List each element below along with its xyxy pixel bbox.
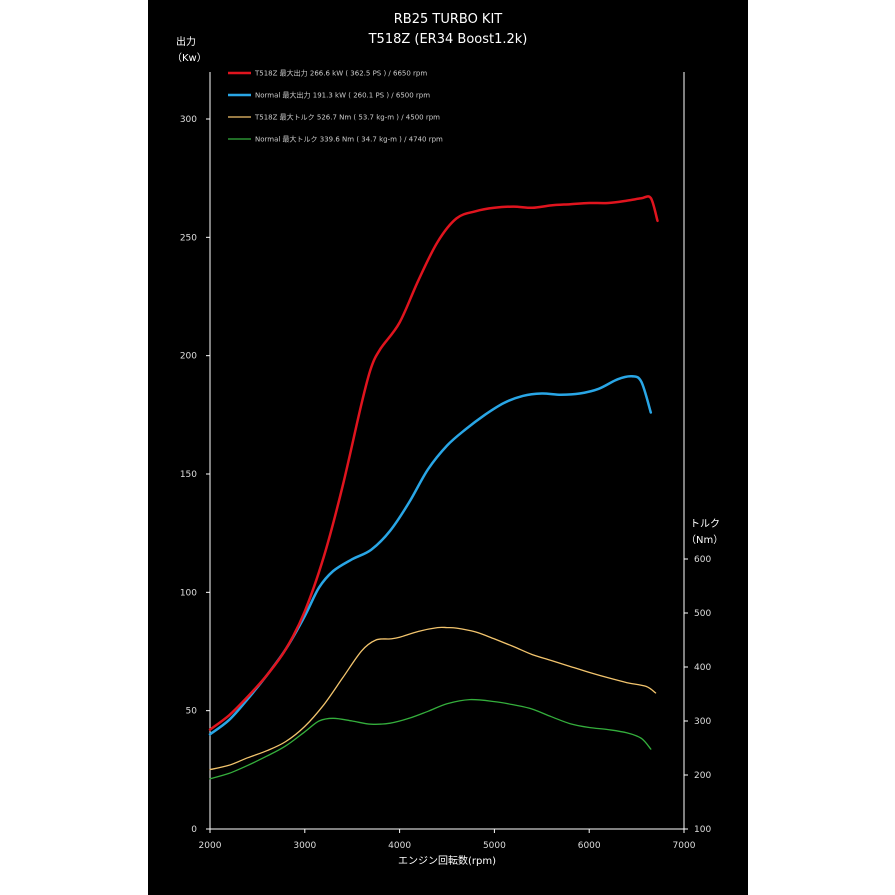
- series-line-t518z-power: [208, 195, 659, 731]
- y-right-axis-unit: （Nm）: [686, 535, 724, 546]
- x-tick-label: 4000: [388, 841, 411, 851]
- y-left-tick-label: 200: [180, 352, 197, 362]
- y-left-axis-label: 出力: [176, 37, 196, 48]
- y-left-axis-unit: （Kw）: [172, 53, 207, 64]
- y-right-tick-label: 100: [694, 825, 711, 835]
- y-left-tick-label: 300: [180, 115, 197, 125]
- legend-t518z-torque-label: T518Z 最大トルク 526.7 Nm ( 53.7 kg-m ) / 450…: [254, 113, 440, 122]
- series-line-normal-torque: [209, 698, 652, 780]
- chart-subtitle: T518Z (ER34 Boost1.2k): [368, 32, 528, 47]
- y-right-tick-label: 300: [694, 717, 711, 727]
- x-tick-label: 3000: [293, 841, 316, 851]
- series-line-t518z-torque: [209, 626, 657, 771]
- y-right-tick-label: 400: [694, 663, 711, 673]
- y-right-tick-label: 200: [694, 771, 711, 781]
- y-left-tick-label: 150: [180, 470, 197, 480]
- legend-normal-power-label: Normal 最大出力 191.3 kW ( 260.1 PS ) / 6500…: [255, 91, 430, 100]
- y-left-tick-label: 250: [180, 233, 197, 243]
- y-left-tick-label: 100: [180, 588, 197, 598]
- y-left-tick-label: 50: [186, 707, 198, 717]
- y-right-tick-label: 500: [694, 609, 711, 619]
- legend-t518z-power-label: T518Z 最大出力 266.6 kW ( 362.5 PS ) / 6650 …: [254, 69, 427, 78]
- chart-title: RB25 TURBO KIT: [393, 12, 503, 27]
- series-line-normal-power: [208, 374, 653, 736]
- y-right-axis-label: トルク: [690, 519, 720, 530]
- x-tick-label: 5000: [483, 841, 506, 851]
- legend-normal-torque-label: Normal 最大トルク 339.6 Nm ( 34.7 kg-m ) / 47…: [255, 135, 443, 144]
- x-axis-label: エンジン回転数(rpm): [398, 854, 496, 867]
- y-right-tick-label: 600: [694, 555, 711, 565]
- x-tick-label: 6000: [578, 841, 601, 851]
- x-tick-label: 7000: [673, 841, 696, 851]
- x-tick-label: 2000: [199, 841, 222, 851]
- y-left-tick-label: 0: [191, 825, 197, 835]
